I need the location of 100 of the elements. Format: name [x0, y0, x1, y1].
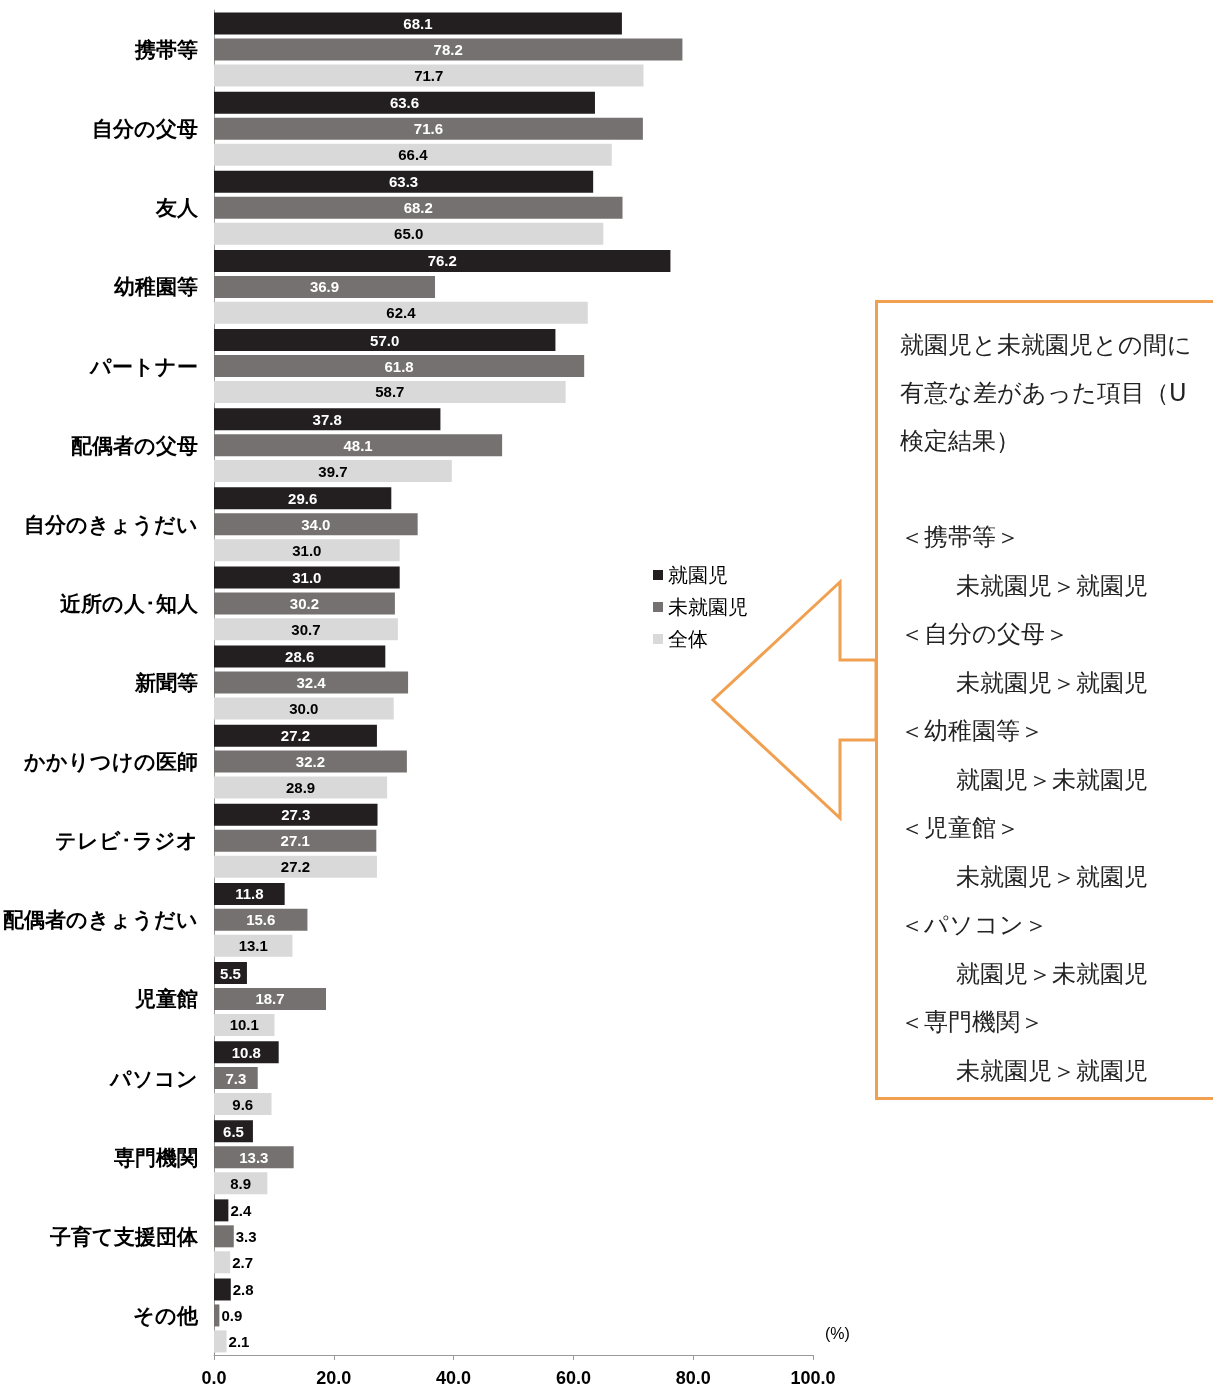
y-tick-label: 新聞等	[134, 671, 198, 694]
data-label: 0.9	[221, 1306, 243, 1324]
data-label: 13.3	[239, 1148, 269, 1166]
bar	[214, 329, 556, 352]
data-label: 39.7	[318, 462, 348, 480]
data-label: 48.1	[343, 436, 373, 454]
text: 就園児＞未就園児	[955, 764, 1149, 796]
text: ＜携帯等＞	[900, 522, 1021, 553]
y-tick-label: 自分の父母	[92, 117, 198, 141]
data-label: 28.6	[285, 648, 315, 666]
bar	[214, 301, 588, 324]
data-label: 2.1	[228, 1332, 250, 1350]
bar	[214, 460, 452, 483]
data-label: 11.8	[235, 885, 264, 903]
data-label: 57.0	[370, 331, 400, 349]
data-label: 37.8	[312, 410, 342, 428]
bar	[214, 803, 378, 826]
text: ＜児童館＞	[900, 813, 1021, 844]
data-label: 27.2	[280, 858, 311, 876]
data-label: 76.2	[427, 252, 457, 270]
bar	[214, 196, 623, 219]
legend-label: 未就園児	[668, 596, 748, 618]
bar	[214, 750, 407, 773]
y-tick-label: その他	[133, 1303, 199, 1327]
legend-label: 全体	[668, 628, 708, 650]
legend-label: 就園児	[668, 564, 728, 586]
bar	[214, 592, 395, 615]
y-tick-label: テレビ･ラジオ	[55, 829, 198, 853]
data-label: 63.3	[388, 173, 419, 191]
bar	[214, 170, 594, 193]
x-tick-label: 60.0	[555, 1368, 591, 1388]
data-label: 3.3	[235, 1227, 257, 1245]
text: 未就園児＞就園児	[955, 1055, 1149, 1087]
data-label: 6.5	[223, 1122, 244, 1140]
data-label: 68.2	[403, 199, 433, 217]
bar	[214, 987, 327, 1010]
y-tick-label: 幼稚園等	[114, 275, 198, 299]
bar	[214, 222, 604, 245]
bar	[214, 1225, 234, 1248]
text: 未就園児＞就園児	[955, 861, 1149, 893]
x-tick-label: 100.0	[790, 1368, 836, 1388]
data-label: 62.4	[386, 304, 417, 322]
bar	[214, 1330, 227, 1353]
data-label: 31.0	[292, 568, 322, 586]
bar	[214, 1278, 231, 1301]
y-tick-label: 専門機関	[113, 1145, 198, 1169]
bar	[214, 1251, 231, 1274]
data-label: 5.5	[220, 964, 241, 982]
y-tick-label: 配偶者の父母	[71, 433, 198, 457]
y-tick-label: 配偶者のきょうだい	[3, 908, 198, 933]
bar	[214, 1146, 294, 1169]
data-label: 7.3	[225, 1069, 247, 1087]
x-tick-label: 20.0	[316, 1368, 352, 1388]
data-label: 78.2	[433, 41, 463, 59]
data-label: 27.2	[280, 727, 311, 745]
text: ＜専門機関＞	[900, 1007, 1045, 1038]
bar	[214, 934, 293, 957]
bar	[214, 829, 377, 852]
data-label: 9.6	[232, 1095, 254, 1113]
bar	[214, 908, 308, 931]
bar	[214, 91, 595, 114]
bar	[214, 539, 400, 562]
bar	[214, 776, 388, 799]
data-label: 63.6	[389, 94, 420, 112]
bar	[214, 855, 377, 878]
bar	[214, 618, 398, 641]
data-label: 2.8	[232, 1280, 254, 1298]
y-tick-label: 児童館	[134, 987, 198, 1011]
data-label: 68.1	[403, 15, 433, 33]
data-label: 28.9	[285, 779, 316, 797]
data-label: 66.4	[398, 146, 429, 164]
data-label: 10.8	[231, 1043, 261, 1061]
text: 就園児と未就園児との間に有意な差があった項目（U 検定結果）	[900, 330, 1193, 457]
bar	[214, 1199, 229, 1222]
data-label: 29.6	[288, 489, 318, 507]
bar	[214, 434, 503, 457]
bar	[214, 117, 643, 140]
data-label: 71.7	[414, 67, 444, 85]
data-label: 8.9	[230, 1174, 252, 1192]
bar	[214, 1304, 220, 1327]
text: ＜パソコン＞	[900, 910, 1049, 941]
bar	[214, 513, 418, 536]
text: 未就園児＞就園児	[955, 570, 1149, 602]
data-label: 15.6	[246, 911, 276, 929]
data-label: 30.7	[291, 620, 321, 638]
text: ＜幼稚園等＞	[900, 716, 1045, 747]
bar	[214, 671, 409, 694]
data-label: 30.2	[289, 594, 320, 612]
bar	[214, 566, 400, 589]
data-label: 58.7	[375, 383, 405, 401]
data-label: 27.1	[280, 832, 310, 850]
text: ＜自分の父母＞	[900, 619, 1070, 650]
y-tick-label: 携帯等	[134, 38, 198, 62]
data-label: 32.4	[296, 674, 327, 691]
text: 未就園児＞就園児	[955, 667, 1149, 699]
y-tick-label: パソコン	[109, 1066, 198, 1090]
x-tick-label: 40.0	[436, 1368, 472, 1388]
bar	[214, 64, 644, 87]
bar	[214, 249, 671, 272]
data-label: 31.0	[292, 541, 322, 559]
